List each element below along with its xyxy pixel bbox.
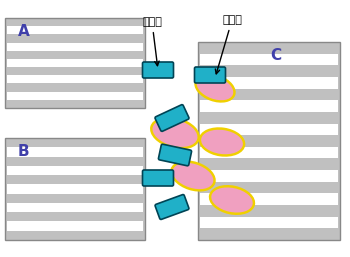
- Text: C: C: [270, 48, 281, 63]
- Ellipse shape: [211, 187, 253, 213]
- Text: 反応物: 反応物: [215, 15, 242, 74]
- FancyBboxPatch shape: [142, 170, 174, 186]
- Text: B: B: [18, 144, 30, 159]
- Bar: [7, 92, 143, 100]
- Bar: [7, 222, 143, 231]
- FancyBboxPatch shape: [142, 62, 174, 78]
- Bar: [5, 18, 145, 108]
- Text: A: A: [18, 24, 30, 39]
- Ellipse shape: [201, 130, 243, 154]
- Bar: [7, 75, 143, 84]
- Bar: [200, 100, 338, 112]
- Bar: [200, 217, 338, 228]
- Bar: [7, 43, 143, 51]
- Bar: [200, 147, 338, 159]
- Bar: [7, 26, 143, 34]
- Bar: [200, 54, 338, 65]
- Ellipse shape: [170, 160, 216, 191]
- Ellipse shape: [197, 76, 233, 100]
- Bar: [5, 138, 145, 240]
- Bar: [200, 170, 338, 182]
- Bar: [7, 147, 143, 157]
- Bar: [7, 166, 143, 175]
- Bar: [198, 42, 340, 240]
- Ellipse shape: [153, 119, 197, 147]
- Ellipse shape: [150, 117, 200, 149]
- Ellipse shape: [194, 73, 236, 103]
- Bar: [7, 184, 143, 194]
- FancyBboxPatch shape: [195, 67, 225, 83]
- Ellipse shape: [199, 127, 245, 157]
- FancyBboxPatch shape: [155, 105, 189, 131]
- Ellipse shape: [173, 163, 213, 189]
- Bar: [200, 124, 338, 135]
- FancyBboxPatch shape: [155, 195, 189, 219]
- FancyBboxPatch shape: [159, 144, 191, 166]
- Bar: [200, 194, 338, 205]
- Bar: [7, 203, 143, 212]
- Text: 生成物: 生成物: [142, 17, 162, 66]
- Bar: [7, 59, 143, 67]
- Ellipse shape: [209, 185, 255, 215]
- Bar: [200, 77, 338, 89]
